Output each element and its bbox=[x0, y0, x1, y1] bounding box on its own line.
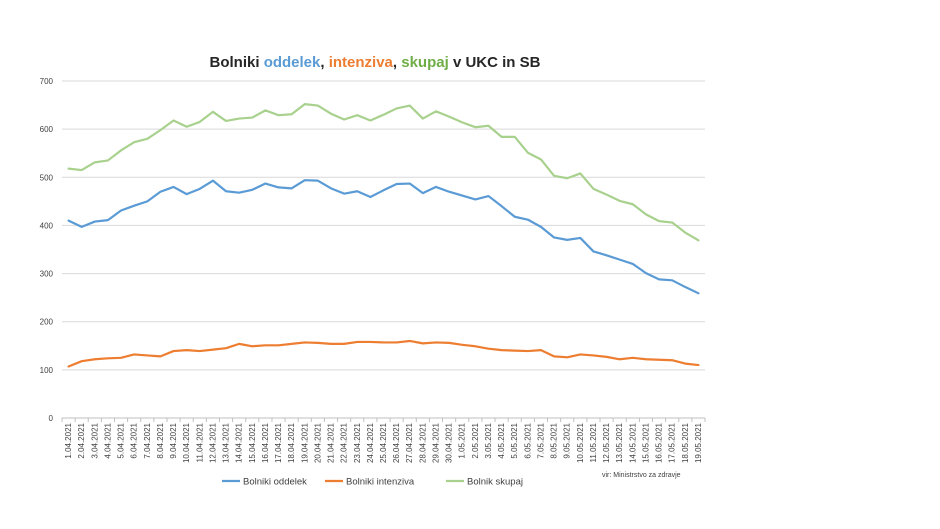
x-tick-label: 28.04.2021 bbox=[418, 422, 427, 463]
x-tick-label: 13.04.2021 bbox=[222, 422, 231, 463]
x-tick-label: 26.04.2021 bbox=[392, 422, 401, 463]
x-tick-label: 23.04.2021 bbox=[353, 422, 362, 463]
x-tick-label: 7.05.2021 bbox=[536, 422, 545, 458]
x-tick-label: 3.05.2021 bbox=[484, 422, 493, 458]
y-tick-label: 300 bbox=[40, 270, 54, 279]
title-part: , bbox=[320, 54, 328, 71]
x-tick-label: 12.05.2021 bbox=[602, 422, 611, 463]
x-tick-label: 8.05.2021 bbox=[550, 422, 559, 458]
x-tick-label: 3.04.2021 bbox=[90, 422, 99, 458]
x-tick-label: 18.04.2021 bbox=[287, 422, 296, 463]
y-axis: 0 100 200 300 400 500 600 700 bbox=[40, 77, 54, 423]
x-tick-label: 30.04.2021 bbox=[445, 422, 454, 463]
x-tick-label: 1.04.2021 bbox=[64, 422, 73, 458]
gridlines bbox=[62, 80, 705, 419]
y-tick-label: 100 bbox=[40, 366, 54, 375]
x-tick-label: 19.05.2021 bbox=[694, 422, 703, 463]
x-tick-label: 19.04.2021 bbox=[300, 422, 309, 463]
x-tick-label: 15.04.2021 bbox=[248, 422, 257, 463]
x-tick-label: 4.04.2021 bbox=[103, 422, 112, 458]
legend: Bolniki oddelek Bolniki intenziva Bolnik s… bbox=[222, 477, 523, 488]
x-tick-label: 4.05.2021 bbox=[497, 422, 506, 458]
x-tick-label: 11.04.2021 bbox=[195, 422, 204, 462]
x-tick-label: 5.04.2021 bbox=[117, 422, 126, 458]
x-tick-label: 7.04.2021 bbox=[143, 422, 152, 458]
title-part: oddelek bbox=[264, 54, 321, 71]
x-tick-label: 22.04.2021 bbox=[340, 422, 349, 463]
x-tick-label: 2.05.2021 bbox=[471, 422, 480, 458]
y-tick-label: 600 bbox=[40, 125, 54, 134]
legend-label: Bolniki intenziva bbox=[346, 477, 415, 488]
x-tick-label: 6.04.2021 bbox=[130, 422, 139, 458]
x-tick-label: 14.04.2021 bbox=[235, 422, 244, 463]
x-tick-label: 6.05.2021 bbox=[523, 422, 532, 458]
x-tick-label: 9.04.2021 bbox=[169, 422, 178, 458]
y-tick-label: 400 bbox=[40, 221, 54, 230]
x-tick-label: 8.04.2021 bbox=[156, 422, 165, 458]
x-axis: 1.04.2021 2.04.2021 3.04.2021 4.04.2021 5.04… bbox=[61, 418, 706, 463]
y-tick-label: 0 bbox=[49, 414, 54, 423]
x-tick-label: 10.05.2021 bbox=[576, 422, 585, 463]
x-tick-label: 17.05.2021 bbox=[668, 422, 677, 463]
x-tick-label: 21.04.2021 bbox=[327, 422, 336, 463]
x-tick-label: 11.05.2021 bbox=[589, 422, 598, 462]
x-tick-label: 16.05.2021 bbox=[655, 422, 664, 463]
x-tick-label: 14.05.2021 bbox=[628, 422, 637, 463]
title-part: v UKC in SB bbox=[449, 54, 541, 71]
x-tick-label: 12.04.2021 bbox=[208, 422, 217, 463]
x-tick-label: 20.04.2021 bbox=[313, 422, 322, 463]
x-tick-label: 15.05.2021 bbox=[641, 422, 650, 463]
x-tick-label: 10.04.2021 bbox=[182, 422, 191, 463]
x-tick-label: 24.04.2021 bbox=[366, 422, 375, 463]
x-tick-label: 17.04.2021 bbox=[274, 422, 283, 463]
x-tick-label: 25.04.2021 bbox=[379, 422, 388, 463]
series-line-3 bbox=[67, 103, 700, 242]
title-part: Bolniki bbox=[210, 54, 264, 71]
source-note: vir: Ministrstvo za zdravje bbox=[602, 472, 681, 479]
x-tick-label: 18.05.2021 bbox=[681, 422, 690, 463]
x-tick-label: 16.04.2021 bbox=[261, 422, 270, 463]
x-tick-label: 27.04.2021 bbox=[405, 422, 414, 463]
x-tick-label: 2.04.2021 bbox=[77, 422, 86, 458]
series-line-2 bbox=[67, 339, 700, 368]
x-tick-label: 5.05.2021 bbox=[510, 422, 519, 458]
chart-title: Bolniki oddelek, intenziva, skupaj v UKC… bbox=[210, 54, 541, 71]
plot-area bbox=[67, 103, 700, 368]
x-tick-label: 1.05.2021 bbox=[458, 422, 467, 458]
title-part: , bbox=[393, 54, 401, 71]
y-tick-label: 700 bbox=[40, 77, 54, 86]
x-tick-label: 9.05.2021 bbox=[563, 422, 572, 458]
x-tick-label: 13.05.2021 bbox=[615, 422, 624, 463]
legend-label: Bolniki oddelek bbox=[243, 477, 307, 488]
y-tick-label: 500 bbox=[40, 173, 54, 182]
title-part: intenziva bbox=[329, 54, 394, 71]
title-part: skupaj bbox=[401, 54, 449, 71]
x-tick-label: 29.04.2021 bbox=[431, 422, 440, 463]
series-line-1 bbox=[67, 179, 700, 295]
y-tick-label: 200 bbox=[40, 318, 54, 327]
legend-label: Bolnik skupaj bbox=[467, 477, 523, 488]
